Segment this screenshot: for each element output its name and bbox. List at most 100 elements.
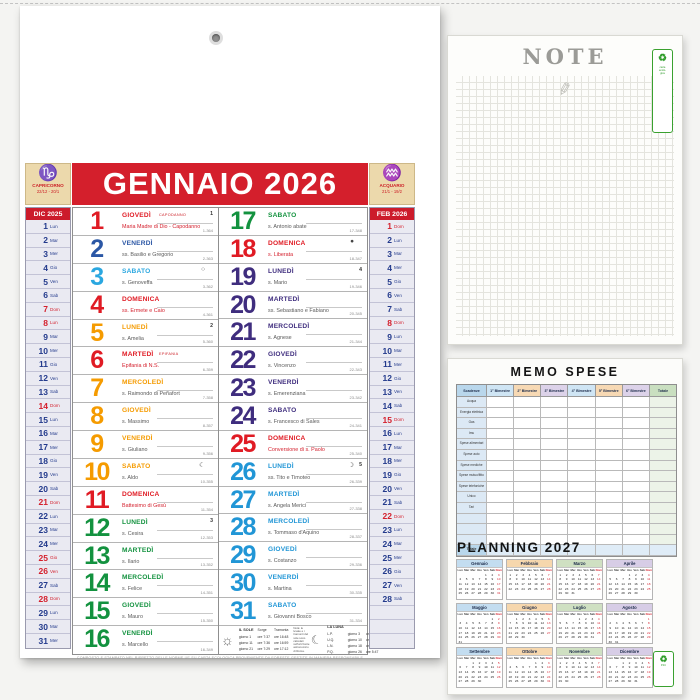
day-of-year: 6-359 (202, 367, 213, 373)
memo-cell (568, 449, 596, 461)
mini-day-cell: 14 (640, 625, 645, 630)
mini-day-cell: 18 (647, 581, 651, 586)
memo-cell (514, 460, 542, 472)
mini-day-cell: 29 (471, 679, 475, 684)
mini-day-cell: 18 (577, 669, 582, 674)
day-of-year: 10-355 (200, 478, 213, 484)
day-number: 10 (38, 345, 48, 356)
day-row: 30 VENERDÌ s. Martina 30-335 (219, 570, 367, 599)
mini-day-cell: 24 (614, 635, 619, 640)
mini-day-cell: 22 (558, 674, 562, 679)
mini-day-cell: 9 (635, 577, 637, 582)
memo-cell (487, 460, 515, 472)
mini-day-header: Ven (633, 612, 639, 616)
mini-day-cell: 16 (497, 625, 501, 630)
mini-day-header: Mar (514, 568, 520, 572)
day-number: 1 (43, 221, 48, 232)
sun-col-header: Tramonta (274, 628, 289, 633)
mini-day-cell: 28 (621, 591, 625, 596)
mini-calendar: Agosto Lun Mar Mer Gio Ven Sab Dom 1 2 3 4 5 6 7 8 9 10 11… (606, 603, 653, 644)
mini-day-cell: 24 (640, 586, 645, 591)
mini-day-cell: 13 (590, 577, 595, 582)
mini-day-cell: 2 (635, 572, 637, 577)
mini-day-cell: 4 (578, 572, 581, 577)
side-day-cell: 23 Mar (26, 523, 70, 538)
mini-day-cell: 16 (634, 581, 638, 586)
moon-cell: L.P. (327, 631, 333, 636)
mini-day-header: Dom (495, 612, 502, 616)
mini-day-header: Mer (520, 568, 526, 572)
memo-row-label: Acqua (457, 397, 487, 408)
mini-day-cell: 8 (628, 577, 631, 582)
mini-day-header: Dom (545, 656, 552, 660)
side-day-cell: 26 Ven (26, 564, 70, 579)
weekday-label: GIOVEDÌ (268, 546, 297, 554)
day-weekday: Sab (394, 499, 403, 505)
day-big-number: 13 (84, 541, 110, 570)
mini-day-cell: 7 (547, 572, 550, 577)
day-weekday: Lun (394, 527, 402, 533)
mini-day-cell: 13 (564, 625, 569, 630)
mini-day-header: Gio (527, 656, 532, 660)
next-month-column: FEB 2026 1 Dom 2 Lun 3 Mar 4 Mer 5 Gio 6 Ven 7 Sab 8 Dom… (369, 207, 415, 649)
mini-day-header: Sab (639, 612, 645, 616)
day-number: 4 (43, 262, 48, 273)
memo-cell (541, 502, 569, 514)
day-row: 21 MERCOLEDÌ s. Agnese 21-344 (219, 319, 367, 348)
mini-day-cell: 25 (464, 635, 469, 640)
memo-cell (514, 502, 542, 514)
mini-day-cell: 1 (491, 616, 494, 621)
mini-day-cell: 17 (527, 625, 532, 630)
side-day-cell: 24 Mar (370, 537, 414, 552)
weekday-label: LUNEDÌ (122, 518, 148, 526)
mini-day-cell: 7 (622, 577, 624, 582)
mini-day-cell: 10 (547, 665, 551, 670)
mini-day-cell: 6 (609, 665, 612, 670)
day-number: 23 (382, 524, 392, 535)
sun-note: Nota: le levate e i tramonti del sole so… (293, 626, 310, 653)
day-number: 3 (43, 248, 48, 259)
mini-day-header: Mer (620, 568, 626, 572)
notes-line (157, 278, 213, 280)
day-weekday: Ven (50, 472, 58, 478)
day-big-number: 20 (230, 290, 256, 319)
mini-day-header: Lun (507, 656, 513, 660)
memo-total-cell (649, 407, 676, 419)
memo-total-cell (649, 481, 676, 493)
mini-day-cell: 22 (471, 674, 475, 679)
mini-day-cell: 18 (458, 586, 462, 591)
side-day-cell: 27 Sab (26, 578, 70, 593)
mini-day-cell: 22 (490, 630, 495, 635)
day-number: 30 (38, 621, 48, 632)
mini-day-cell: 9 (628, 665, 631, 670)
eco-text: ecolo- (658, 69, 667, 73)
day-of-year: 15-350 (200, 618, 213, 624)
mini-day-header: Mar (514, 612, 520, 616)
mini-day-header: Ven (583, 612, 589, 616)
memo-cell (595, 460, 623, 472)
memo-row-label: Unico (457, 492, 487, 503)
notes-line (306, 529, 362, 531)
day-of-year: 14-351 (200, 590, 213, 596)
mini-day-cell: 7 (615, 665, 618, 670)
mini-day-cell: 28 (464, 679, 469, 684)
day-number: 28 (382, 593, 392, 604)
mini-calendar-grid: Lun Mar Mer Gio Ven Sab Dom 1 2 3 4 5 6 7 8 9 10 11 12 13 14… (557, 656, 602, 684)
saint-name: s. Costanzo (268, 558, 297, 565)
day-number: 27 (382, 580, 392, 591)
mini-day-cell: 17 (590, 625, 595, 630)
side-day-cell: 1 Dom (370, 220, 414, 234)
mini-day-cell: 31 (634, 679, 638, 684)
weekday-label: VENERDÌ (122, 630, 153, 638)
mini-day-cell: 17 (484, 669, 488, 674)
trim-dashed-line (0, 3, 700, 4)
day-of-year: 31-334 (349, 617, 362, 623)
mini-day-cell: 8 (559, 577, 562, 582)
side-day-cell: 13 Ven (370, 385, 414, 400)
side-day-cell: 2 Lun (370, 233, 414, 248)
mini-day-header: Lun (557, 568, 563, 572)
side-day-cell: 18 Gio (26, 454, 70, 469)
capricorn-icon: ♑ (38, 165, 58, 182)
memo-cell (487, 513, 515, 525)
mini-day-cell: 23 (608, 635, 612, 640)
